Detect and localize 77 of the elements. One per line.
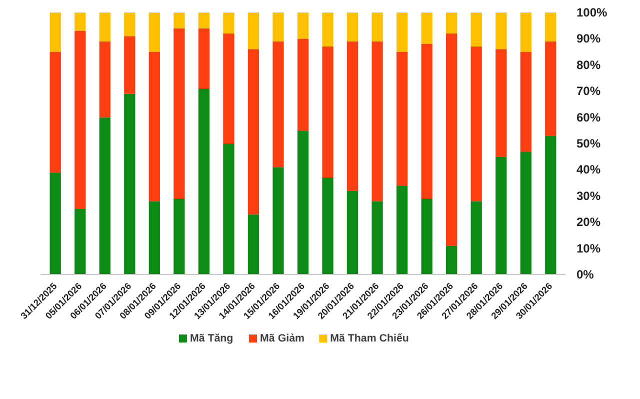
bar: [74, 209, 86, 274]
bar: [520, 12, 532, 52]
bar: [322, 46, 334, 178]
legend-label: Mã Tham Chiếu: [330, 332, 409, 344]
bar: [148, 201, 160, 274]
bar: [248, 12, 260, 50]
bar: [99, 12, 110, 42]
bar: [174, 28, 185, 199]
bar: [50, 52, 61, 172]
bar: [198, 88, 210, 274]
bar: [496, 12, 507, 50]
bar: [372, 41, 383, 202]
bar: [470, 12, 482, 47]
bar: [421, 44, 432, 199]
bar: [174, 198, 185, 274]
bar: [421, 198, 432, 274]
bar: [446, 246, 458, 274]
bar: [470, 46, 482, 202]
bar: [50, 12, 61, 52]
bar: [545, 41, 556, 136]
bar: [421, 12, 432, 44]
bar: [297, 38, 309, 130]
bar: [446, 12, 458, 34]
bar: [223, 12, 234, 34]
bar: [148, 12, 160, 52]
bar: [50, 172, 61, 274]
y-tick-label: 60%: [576, 110, 601, 124]
bar: [272, 41, 284, 168]
bar: [99, 41, 110, 118]
y-tick-label: 70%: [576, 84, 601, 98]
bar: [322, 12, 334, 47]
bar: [520, 151, 532, 274]
bar: [124, 94, 136, 274]
bar: [545, 136, 556, 274]
bar: [346, 41, 358, 191]
y-tick-label: 80%: [576, 58, 601, 72]
y-tick-label: 20%: [576, 215, 601, 230]
y-tick-label: 90%: [576, 32, 601, 46]
bar: [396, 12, 408, 52]
bar: [198, 28, 210, 88]
bar: [372, 12, 383, 42]
y-tick-label: 10%: [576, 241, 601, 256]
bar: [297, 12, 309, 39]
y-tick-label: 100%: [576, 6, 608, 20]
bar: [74, 30, 86, 209]
y-tick-label: 0%: [576, 268, 594, 282]
bar: [297, 130, 309, 274]
bar: [74, 12, 86, 31]
y-tick-label: 30%: [576, 188, 601, 203]
bar: [520, 52, 532, 152]
bar: [272, 167, 284, 274]
bar: [372, 201, 383, 274]
bar: [99, 117, 110, 274]
bar: [470, 201, 482, 274]
bar: [346, 190, 358, 274]
bar: [174, 12, 185, 28]
bar: [148, 52, 160, 202]
bar: [322, 178, 334, 274]
legend-label: Mã Giảm: [260, 332, 304, 344]
bar: [545, 12, 556, 42]
legend-label: Mã Tăng: [190, 332, 234, 344]
bar: [124, 12, 136, 36]
bar: [198, 12, 210, 28]
bar: [346, 12, 358, 42]
y-tick-label: 50%: [576, 136, 601, 150]
y-tick-label: 40%: [576, 162, 601, 177]
bar: [223, 144, 234, 274]
bar: [124, 36, 136, 94]
bar: [248, 214, 260, 274]
bar: [248, 49, 260, 214]
bar: [272, 12, 284, 42]
bar: [396, 52, 408, 186]
bar: [396, 185, 408, 274]
bar: [496, 156, 507, 274]
bar: [223, 33, 234, 144]
bar: [496, 49, 507, 157]
bar: [446, 33, 458, 246]
